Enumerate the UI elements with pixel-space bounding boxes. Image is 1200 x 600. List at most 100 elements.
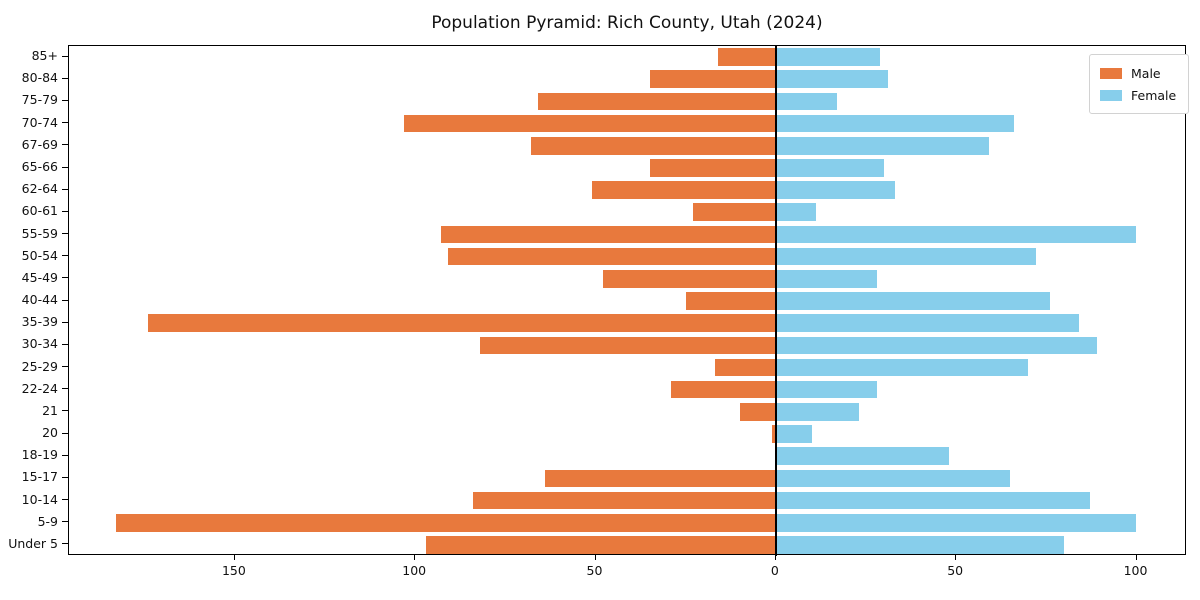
male-bar-62-64: [591, 181, 776, 199]
female-bar-65-66: [775, 159, 885, 177]
female-bar-18-19: [775, 447, 949, 465]
y-tick-60-61: [62, 210, 68, 212]
x-tick-label: 50: [586, 563, 603, 578]
age-group-label: 75-79: [21, 92, 58, 108]
female-bar-25-29: [775, 358, 1029, 377]
male-bar-21: [739, 403, 776, 421]
y-tick-22-24: [62, 388, 68, 390]
y-tick-67-69: [62, 144, 68, 146]
age-group-label: 18-19: [21, 447, 58, 463]
female-bar-80-84: [775, 70, 888, 89]
x-tick-50: [955, 555, 957, 560]
male-bar-50-54: [447, 247, 776, 266]
y-tick-Under 5: [62, 543, 68, 545]
female-bar-60-61: [775, 203, 816, 222]
chart-title: Population Pyramid: Rich County, Utah (2…: [431, 13, 823, 33]
male-bar-22-24: [671, 380, 776, 399]
y-tick-75-79: [62, 99, 68, 101]
legend-entry-male: Male: [1100, 62, 1176, 84]
y-tick-70-74: [62, 122, 68, 124]
zero-axis-line: [775, 46, 777, 556]
female-bar-45-49: [775, 270, 877, 288]
age-group-label: 70-74: [21, 114, 58, 130]
age-group-label: 22-24: [21, 380, 58, 396]
legend: Male Female: [1089, 54, 1190, 114]
female-bar-5-9: [775, 513, 1137, 532]
age-group-label: 10-14: [21, 491, 58, 507]
age-group-label: 67-69: [21, 136, 58, 152]
male-bar-35-39: [148, 314, 776, 332]
y-tick-25-29: [62, 366, 68, 367]
age-group-label: 5-9: [37, 513, 58, 529]
female-bar-15-17: [775, 469, 1011, 488]
legend-entry-female: Female: [1100, 84, 1176, 106]
female-bar-30-34: [775, 336, 1097, 355]
age-group-label: 25-29: [21, 358, 58, 374]
x-tick-label: 0: [770, 563, 779, 578]
legend-label-female: Female: [1131, 87, 1177, 103]
age-group-label: 85+: [31, 48, 58, 64]
female-swatch-icon: [1100, 89, 1122, 101]
x-tick-label: 150: [221, 563, 246, 578]
y-tick-45-49: [62, 277, 68, 279]
female-bar-10-14: [775, 491, 1090, 510]
age-group-label: 45-49: [21, 269, 58, 285]
x-tick-label: 50: [947, 563, 964, 578]
age-group-label: 80-84: [21, 70, 58, 86]
y-tick-62-64: [62, 188, 68, 190]
female-bar-22-24: [775, 380, 877, 399]
male-bar-75-79: [537, 92, 776, 111]
y-tick-85+: [62, 55, 68, 57]
y-tick-55-59: [62, 233, 68, 234]
male-bar-20: [772, 425, 776, 443]
male-bar-30-34: [480, 336, 776, 355]
female-bar-70-74: [775, 114, 1014, 133]
age-group-label: Under 5: [8, 535, 58, 551]
age-group-label: 15-17: [21, 469, 58, 485]
age-group-label: 55-59: [21, 225, 58, 241]
male-bar-55-59: [440, 225, 776, 244]
female-bar-55-59: [775, 225, 1137, 244]
male-bar-Under 5: [426, 536, 776, 554]
y-tick-21: [62, 410, 68, 412]
female-bar-35-39: [775, 314, 1079, 332]
age-group-label: 50-54: [21, 247, 58, 263]
y-tick-10-14: [62, 499, 68, 501]
male-bar-70-74: [404, 114, 776, 133]
female-bar-20: [775, 425, 812, 443]
x-tick-100: [414, 555, 416, 560]
x-tick-150: [233, 555, 235, 560]
y-tick-35-39: [62, 321, 68, 323]
x-tick-label: 100: [402, 563, 427, 578]
y-tick-65-66: [62, 166, 68, 168]
female-bar-62-64: [775, 181, 895, 199]
age-group-label: 30-34: [21, 336, 58, 352]
y-tick-5-9: [62, 521, 68, 523]
y-tick-50-54: [62, 255, 68, 257]
y-tick-15-17: [62, 476, 68, 478]
male-bar-15-17: [545, 469, 776, 488]
y-tick-20: [62, 432, 68, 434]
male-bar-40-44: [685, 292, 776, 310]
male-bar-85+: [718, 48, 776, 66]
male-bar-10-14: [472, 491, 776, 510]
male-bar-5-9: [115, 513, 776, 532]
male-bar-45-49: [602, 270, 776, 288]
age-group-label: 35-39: [21, 314, 58, 330]
age-group-label: 60-61: [21, 203, 58, 219]
y-tick-18-19: [62, 454, 68, 456]
y-tick-30-34: [62, 343, 68, 345]
female-bar-75-79: [775, 92, 838, 111]
x-tick-100: [1135, 555, 1137, 560]
female-bar-21: [775, 403, 859, 421]
female-bar-50-54: [775, 247, 1036, 266]
male-bar-67-69: [530, 136, 776, 155]
male-bar-60-61: [692, 203, 776, 222]
male-bar-25-29: [714, 358, 776, 377]
male-bar-65-66: [649, 159, 776, 177]
x-tick-50: [594, 555, 596, 560]
female-bar-40-44: [775, 292, 1050, 310]
female-bar-67-69: [775, 136, 989, 155]
x-tick-0: [774, 555, 776, 560]
